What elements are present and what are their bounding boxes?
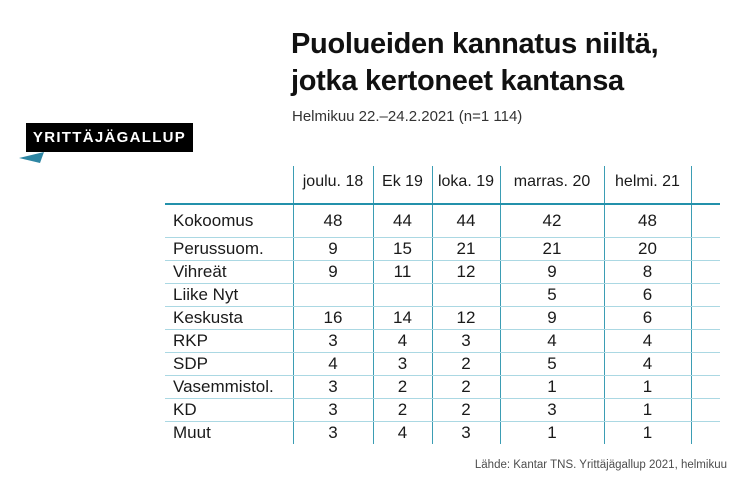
page-title-line2: jotka kertoneet kantansa xyxy=(291,65,624,97)
cell-value: 14 xyxy=(372,306,432,330)
row-label: Keskusta xyxy=(165,306,293,330)
spacer-cell xyxy=(691,237,720,261)
cell-value: 4 xyxy=(603,352,692,376)
spacer-cell xyxy=(691,398,720,422)
cell-value: 1 xyxy=(499,375,604,399)
cell-value: 1 xyxy=(603,375,692,399)
cell-value: 48 xyxy=(292,204,373,238)
spacer-cell xyxy=(691,352,720,376)
table-row-kd: KD 3 2 2 3 1 xyxy=(165,398,720,422)
cell-value: 3 xyxy=(431,421,500,444)
spacer-cell xyxy=(691,329,720,353)
row-label: SDP xyxy=(165,352,293,376)
column-header-helmi-21: helmi. 21 xyxy=(603,166,692,205)
badge-fold-icon xyxy=(19,152,44,163)
cell-value: 9 xyxy=(292,260,373,284)
cell-value: 4 xyxy=(603,329,692,353)
cell-value: 20 xyxy=(603,237,692,261)
page-subtitle: Helmikuu 22.–24.2.2021 (n=1 114) xyxy=(292,108,523,125)
table-header-row: joulu. 18 Ek 19 loka. 19 marras. 20 helm… xyxy=(165,166,720,205)
cell-value: 16 xyxy=(292,306,373,330)
table-row-vasemmistol: Vasemmistol. 3 2 2 1 1 xyxy=(165,375,720,399)
cell-value-empty xyxy=(431,283,500,307)
cell-value: 48 xyxy=(603,204,692,238)
cell-value: 4 xyxy=(372,329,432,353)
page-title-line1: Puolueiden kannatus niiltä, xyxy=(291,28,659,60)
cell-value: 1 xyxy=(499,421,604,444)
cell-value: 4 xyxy=(372,421,432,444)
spacer-cell xyxy=(691,421,720,444)
table-row-perussuom: Perussuom. 9 15 21 21 20 xyxy=(165,237,720,261)
cell-value: 6 xyxy=(603,283,692,307)
table-corner-cell xyxy=(165,166,293,205)
yrittajagallup-badge-label: YRITTÄJÄGALLUP xyxy=(32,129,187,146)
cell-value: 21 xyxy=(431,237,500,261)
spacer-cell xyxy=(691,306,720,330)
cell-value: 5 xyxy=(499,283,604,307)
row-label: RKP xyxy=(165,329,293,353)
cell-value: 3 xyxy=(292,398,373,422)
row-label: Vasemmistol. xyxy=(165,375,293,399)
cell-value: 2 xyxy=(372,398,432,422)
cell-value: 9 xyxy=(499,260,604,284)
cell-value: 4 xyxy=(292,352,373,376)
cell-value: 2 xyxy=(431,398,500,422)
cell-value: 2 xyxy=(431,352,500,376)
row-label: Kokoomus xyxy=(165,204,293,238)
cell-value: 3 xyxy=(431,329,500,353)
cell-value: 1 xyxy=(603,398,692,422)
cell-value: 2 xyxy=(372,375,432,399)
row-label: Liike Nyt xyxy=(165,283,293,307)
column-header-loka-19: loka. 19 xyxy=(431,166,500,205)
cell-value: 44 xyxy=(431,204,500,238)
table-row-rkp: RKP 3 4 3 4 4 xyxy=(165,329,720,353)
cell-value: 9 xyxy=(499,306,604,330)
source-attribution: Lähde: Kantar TNS. Yrittäjägallup 2021, … xyxy=(474,459,727,471)
table-row-kokoomus: Kokoomus 48 44 44 42 48 xyxy=(165,204,720,238)
row-label: KD xyxy=(165,398,293,422)
spacer-cell xyxy=(691,283,720,307)
cell-value: 3 xyxy=(292,329,373,353)
spacer-cell xyxy=(691,204,720,238)
cell-value-empty xyxy=(292,283,373,307)
cell-value: 15 xyxy=(372,237,432,261)
cell-value: 42 xyxy=(499,204,604,238)
spacer-cell xyxy=(691,375,720,399)
yrittajagallup-badge: YRITTÄJÄGALLUP xyxy=(26,123,193,152)
party-support-table: joulu. 18 Ek 19 loka. 19 marras. 20 helm… xyxy=(165,166,720,444)
cell-value: 11 xyxy=(372,260,432,284)
cell-value: 12 xyxy=(431,260,500,284)
column-header-joulu-18: joulu. 18 xyxy=(292,166,373,205)
cell-value: 44 xyxy=(372,204,432,238)
cell-value-empty xyxy=(372,283,432,307)
cell-value: 5 xyxy=(499,352,604,376)
table-row-muut: Muut 3 4 3 1 1 xyxy=(165,421,720,444)
cell-value: 21 xyxy=(499,237,604,261)
cell-value: 3 xyxy=(292,421,373,444)
cell-value: 12 xyxy=(431,306,500,330)
cell-value: 1 xyxy=(603,421,692,444)
column-header-marras-20: marras. 20 xyxy=(499,166,604,205)
page-title: Puolueiden kannatus niiltä, jotka kerton… xyxy=(291,26,659,100)
row-label: Perussuom. xyxy=(165,237,293,261)
cell-value: 3 xyxy=(372,352,432,376)
cell-value: 9 xyxy=(292,237,373,261)
row-label: Vihreät xyxy=(165,260,293,284)
column-header-ek-19: Ek 19 xyxy=(372,166,432,205)
cell-value: 3 xyxy=(292,375,373,399)
row-label: Muut xyxy=(173,422,211,442)
cell-value: 6 xyxy=(603,306,692,330)
cell-value: 8 xyxy=(603,260,692,284)
cell-value: 3 xyxy=(499,398,604,422)
table-row-vihreat: Vihreät 9 11 12 9 8 xyxy=(165,260,720,284)
spacer-cell xyxy=(691,260,720,284)
table-row-liike-nyt: Liike Nyt 5 6 xyxy=(165,283,720,307)
table-row-sdp: SDP 4 3 2 5 4 xyxy=(165,352,720,376)
table-spacer-cell xyxy=(691,166,720,205)
cell-value: 2 xyxy=(431,375,500,399)
table-row-keskusta: Keskusta 16 14 12 9 6 xyxy=(165,306,720,330)
cell-value: 4 xyxy=(499,329,604,353)
